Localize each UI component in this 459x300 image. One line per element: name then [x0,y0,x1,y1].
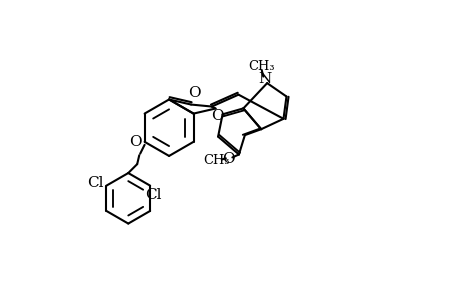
Text: O: O [222,152,234,166]
Text: O: O [129,135,142,149]
Text: O: O [210,109,223,123]
Text: N: N [257,72,271,86]
Text: Cl: Cl [87,176,103,190]
Text: Cl: Cl [145,188,161,202]
Text: CH₃: CH₃ [248,60,274,73]
Text: O: O [187,86,200,100]
Text: CH₃: CH₃ [203,154,230,167]
